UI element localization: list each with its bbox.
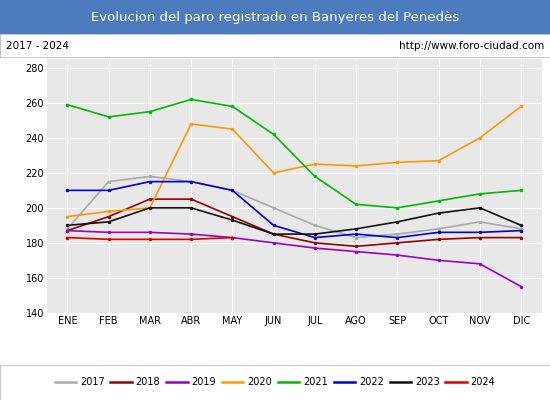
Legend: 2017, 2018, 2019, 2020, 2021, 2022, 2023, 2024: 2017, 2018, 2019, 2020, 2021, 2022, 2023… [51, 374, 499, 391]
Text: 2017 - 2024: 2017 - 2024 [6, 41, 69, 51]
Text: Evolucion del paro registrado en Banyeres del Penedès: Evolucion del paro registrado en Banyere… [91, 10, 459, 24]
Text: http://www.foro-ciudad.com: http://www.foro-ciudad.com [399, 41, 544, 51]
